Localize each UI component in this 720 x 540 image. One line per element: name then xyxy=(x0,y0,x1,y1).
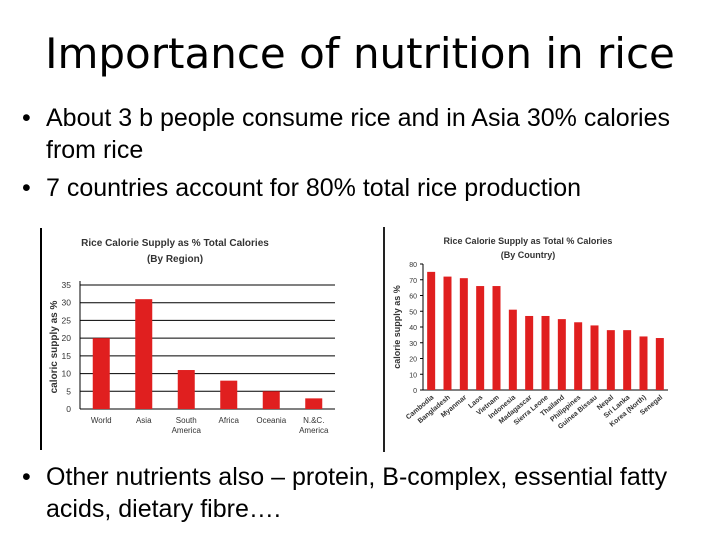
chart-bar xyxy=(220,380,238,409)
x-tick-label: Asia xyxy=(136,416,152,425)
chart-bar xyxy=(508,309,517,390)
x-tick-label: Africa xyxy=(219,416,240,425)
chart-bar xyxy=(459,278,468,390)
bullet-item: • 7 countries account for 80% total rice… xyxy=(22,172,712,204)
x-tick-label: South America xyxy=(172,416,202,435)
chart-bar xyxy=(177,370,195,409)
chart-bar xyxy=(443,276,452,390)
bullet-text: 7 countries account for 80% total rice p… xyxy=(46,174,582,202)
y-tick-label: 35 xyxy=(62,280,72,290)
y-tick-label: 30 xyxy=(62,298,72,308)
y-tick-label: 0 xyxy=(66,404,71,414)
chart-bar xyxy=(492,286,501,390)
bottom-bullet-list: • Other nutrients also – protein, B-comp… xyxy=(22,461,712,525)
chart-title: Rice Calorie Supply as Total % Calories xyxy=(444,236,613,246)
chart-bar xyxy=(262,391,280,409)
chart-bar xyxy=(623,330,632,390)
chart-bar xyxy=(557,319,566,390)
chart-bar xyxy=(92,338,110,409)
y-tick-label: 0 xyxy=(413,388,417,395)
y-tick-label: 25 xyxy=(62,315,72,325)
y-axis-label: calorie supply as % xyxy=(392,285,402,369)
y-tick-label: 80 xyxy=(409,262,417,269)
top-bullet-list: • About 3 b people consume rice and in A… xyxy=(22,102,712,204)
chart-left-border xyxy=(40,228,42,450)
y-tick-label: 40 xyxy=(409,325,417,332)
y-tick-label: 15 xyxy=(62,351,72,361)
y-tick-label: 60 xyxy=(409,294,417,301)
chart-bar xyxy=(525,315,534,390)
chart-bar xyxy=(655,338,664,390)
chart-bar xyxy=(541,315,550,390)
bullet-item: • Other nutrients also – protein, B-comp… xyxy=(22,461,712,525)
y-tick-label: 5 xyxy=(66,386,71,396)
country-calorie-chart: Rice Calorie Supply as Total % Calories (… xyxy=(383,227,668,452)
y-tick-label: 10 xyxy=(409,372,417,379)
y-tick-label: 50 xyxy=(409,309,417,316)
bullet-glyph: • xyxy=(22,104,31,132)
chart-bar xyxy=(476,286,485,390)
slide-title: Importance of nutrition in rice xyxy=(45,29,675,78)
chart-bar xyxy=(606,330,615,390)
chart-bar xyxy=(305,398,323,409)
bullet-text: About 3 b people consume rice and in Asi… xyxy=(46,104,670,164)
chart-title: Rice Calorie Supply as % Total Calories xyxy=(81,238,269,249)
chart-bar xyxy=(574,322,583,390)
x-tick-label: Oceania xyxy=(256,416,286,425)
x-tick-label: N.&C. America xyxy=(299,416,329,435)
bullet-glyph: • xyxy=(22,463,31,491)
chart-bar xyxy=(590,325,599,390)
chart-subtitle: (By Country) xyxy=(501,250,556,260)
y-axis-label: caloric supply as % xyxy=(49,300,60,393)
region-calorie-chart: Rice Calorie Supply as % Total Calories (… xyxy=(40,228,335,450)
y-tick-label: 20 xyxy=(409,357,417,364)
bullet-item: • About 3 b people consume rice and in A… xyxy=(22,102,712,166)
y-tick-label: 10 xyxy=(62,369,72,379)
y-tick-label: 70 xyxy=(409,278,417,285)
chart-left-border xyxy=(383,227,385,452)
chart-subtitle: (By Region) xyxy=(147,254,203,265)
chart-bar xyxy=(135,299,153,409)
bullet-text: Other nutrients also – protein, B-comple… xyxy=(46,463,668,523)
bullet-glyph: • xyxy=(22,174,31,202)
x-tick-label: World xyxy=(91,416,112,425)
chart-bar xyxy=(639,336,648,390)
y-tick-label: 20 xyxy=(62,333,72,343)
chart-bar xyxy=(427,271,436,390)
y-tick-label: 30 xyxy=(409,341,417,348)
